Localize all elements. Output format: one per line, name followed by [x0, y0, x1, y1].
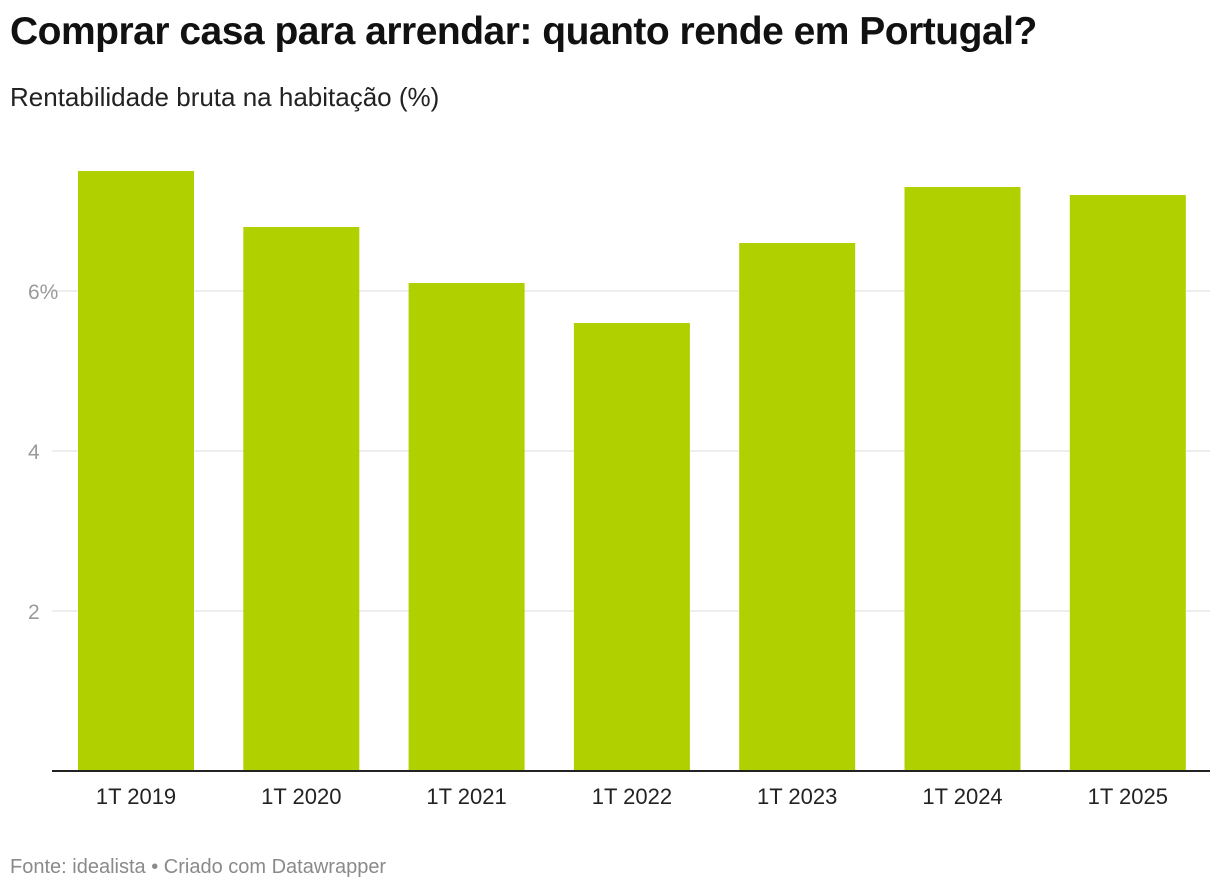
- credit-link[interactable]: Criado com Datawrapper: [163, 856, 387, 878]
- x-tick-label: 1T 2022: [592, 784, 672, 809]
- x-tick-label: 1T 2025: [1088, 784, 1168, 809]
- bar-1t-2022[interactable]: [573, 323, 690, 771]
- x-tick-label: 1T 2021: [426, 784, 506, 809]
- x-tick-label: 1T 2024: [922, 784, 1002, 809]
- x-tick-label: 1T 2019: [96, 784, 176, 809]
- bar-1t-2023[interactable]: [739, 243, 856, 771]
- source-note: Fonte: idealista: [10, 856, 146, 878]
- bar-1t-2020[interactable]: [243, 227, 360, 771]
- y-tick-label: 2: [28, 601, 40, 624]
- x-tick-label: 1T 2020: [261, 784, 341, 809]
- footer-separator: •: [151, 856, 159, 878]
- x-tick-label: 1T 2023: [757, 784, 837, 809]
- bar-1t-2025[interactable]: [1069, 195, 1186, 771]
- bar-1t-2024[interactable]: [904, 187, 1021, 771]
- chart-subtitle: Rentabilidade bruta na habitação (%): [10, 82, 440, 112]
- chart-footer: Fonte: idealista • Criado com Datawrappe…: [10, 856, 386, 879]
- y-tick-label: 4: [28, 441, 40, 464]
- bar-1t-2021[interactable]: [408, 283, 525, 771]
- chart-title: Comprar casa para arrendar: quanto rende…: [10, 10, 1037, 53]
- y-tick-label: 6%: [28, 281, 58, 304]
- bar-1t-2019[interactable]: [78, 171, 194, 771]
